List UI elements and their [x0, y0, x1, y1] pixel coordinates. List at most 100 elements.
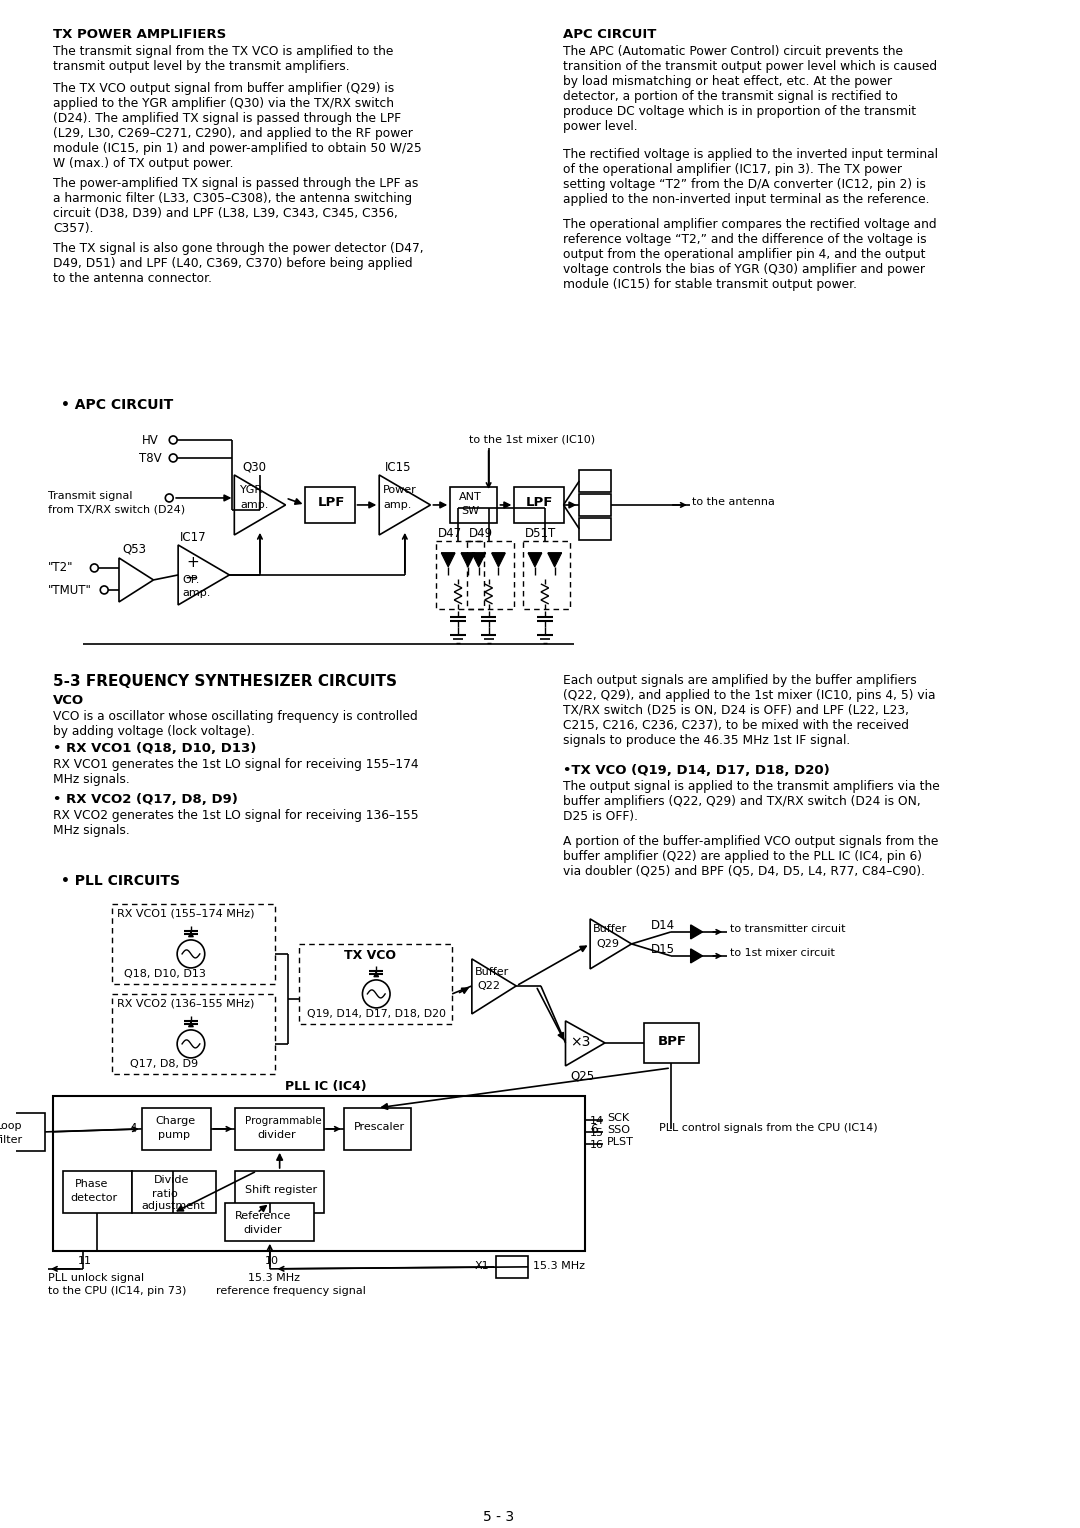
Bar — [141, 1108, 211, 1151]
Polygon shape — [442, 553, 455, 567]
Text: Power: Power — [383, 484, 417, 495]
Text: Phase: Phase — [75, 1180, 108, 1189]
Text: D49: D49 — [469, 527, 494, 539]
Text: Prescaler: Prescaler — [353, 1122, 405, 1132]
Bar — [497, 1256, 528, 1277]
Text: PLL IC (IC4): PLL IC (IC4) — [285, 1080, 366, 1093]
Polygon shape — [691, 924, 702, 938]
Text: 10: 10 — [265, 1256, 279, 1265]
Text: 4: 4 — [130, 1122, 137, 1135]
Text: to the 1st mixer (IC10): to the 1st mixer (IC10) — [469, 435, 595, 445]
Text: Q18, D10, D13: Q18, D10, D13 — [124, 969, 206, 979]
Bar — [450, 487, 498, 523]
Text: •TX VCO (Q19, D14, D17, D18, D20): •TX VCO (Q19, D14, D17, D18, D20) — [563, 764, 829, 776]
Text: D47: D47 — [438, 527, 462, 539]
Text: adjustment: adjustment — [141, 1201, 205, 1210]
Text: D51T: D51T — [525, 527, 556, 539]
Text: 16: 16 — [590, 1140, 604, 1151]
Text: Programmable: Programmable — [245, 1115, 322, 1126]
Text: Transmit signal: Transmit signal — [48, 490, 133, 501]
Bar — [235, 1170, 324, 1213]
Text: amp.: amp. — [383, 500, 411, 510]
Text: The APC (Automatic Power Control) circuit prevents the
transition of the transmi: The APC (Automatic Power Control) circui… — [563, 44, 936, 133]
Bar — [306, 487, 354, 523]
Bar — [514, 487, 564, 523]
Text: divider: divider — [243, 1225, 282, 1235]
Text: PLST: PLST — [607, 1137, 634, 1148]
Bar — [235, 1108, 324, 1151]
Bar — [579, 471, 611, 492]
Text: X1: X1 — [475, 1261, 489, 1271]
Polygon shape — [472, 553, 486, 567]
Text: to the CPU (IC14, pin 73): to the CPU (IC14, pin 73) — [48, 1287, 187, 1296]
Text: Buffer: Buffer — [475, 967, 509, 976]
Text: 11: 11 — [78, 1256, 92, 1265]
Bar — [63, 1170, 132, 1213]
Text: Each output signals are amplified by the buffer amplifiers
(Q22, Q29), and appli: Each output signals are amplified by the… — [563, 674, 935, 747]
Polygon shape — [491, 553, 505, 567]
Text: RX VCO1 (155–174 MHz): RX VCO1 (155–174 MHz) — [117, 909, 255, 918]
Text: 5 - 3: 5 - 3 — [483, 1510, 514, 1523]
Text: VCO is a oscillator whose oscillating frequency is controlled
by adding voltage : VCO is a oscillator whose oscillating fr… — [53, 711, 418, 738]
Bar — [0, 1112, 45, 1151]
Text: LPF: LPF — [526, 497, 553, 509]
Text: to transmitter circuit: to transmitter circuit — [730, 924, 846, 934]
Text: Shift register: Shift register — [245, 1184, 318, 1195]
Text: Q29: Q29 — [596, 938, 619, 949]
Bar — [112, 993, 274, 1074]
Text: Buffer: Buffer — [593, 924, 627, 934]
Text: +: + — [186, 555, 199, 570]
Text: 15: 15 — [590, 1128, 604, 1138]
Text: 5-3 FREQUENCY SYNTHESIZER CIRCUITS: 5-3 FREQUENCY SYNTHESIZER CIRCUITS — [53, 674, 397, 689]
Text: HV: HV — [141, 434, 159, 448]
Text: divider: divider — [257, 1129, 296, 1140]
Text: Q19, D14, D17, D18, D20: Q19, D14, D17, D18, D20 — [307, 1008, 446, 1019]
Text: VCO: VCO — [53, 694, 84, 707]
Text: LPF: LPF — [319, 497, 346, 509]
Bar — [436, 541, 484, 610]
Text: TX POWER AMPLIFIERS: TX POWER AMPLIFIERS — [53, 28, 226, 41]
Bar — [299, 944, 453, 1024]
Text: PLL unlock signal: PLL unlock signal — [48, 1273, 144, 1284]
Text: amp.: amp. — [183, 588, 211, 597]
Text: IC17: IC17 — [180, 530, 206, 544]
Text: from TX/RX switch (D24): from TX/RX switch (D24) — [48, 504, 185, 515]
Text: RX VCO2 (136–155 MHz): RX VCO2 (136–155 MHz) — [117, 999, 255, 1008]
Text: pump: pump — [159, 1129, 190, 1140]
Text: to the antenna: to the antenna — [691, 497, 774, 507]
Text: ×3: ×3 — [570, 1034, 591, 1048]
Bar — [112, 905, 274, 984]
Text: Q53: Q53 — [122, 542, 146, 556]
Text: The TX signal is also gone through the power detector (D47,
D49, D51) and LPF (L: The TX signal is also gone through the p… — [53, 241, 423, 286]
Text: Q30: Q30 — [242, 461, 266, 474]
Text: "TMUT": "TMUT" — [48, 584, 92, 597]
Text: BPF: BPF — [658, 1034, 687, 1048]
Text: Q25: Q25 — [570, 1070, 595, 1083]
Text: ANT: ANT — [459, 492, 482, 503]
Bar — [467, 541, 514, 610]
Text: RX VCO1 generates the 1st LO signal for receiving 155–174
MHz signals.: RX VCO1 generates the 1st LO signal for … — [53, 758, 419, 785]
Text: • RX VCO1 (Q18, D10, D13): • RX VCO1 (Q18, D10, D13) — [53, 743, 256, 755]
Bar — [523, 541, 570, 610]
Text: filter: filter — [0, 1135, 23, 1144]
Text: ratio: ratio — [151, 1189, 177, 1199]
Polygon shape — [528, 553, 542, 567]
Text: The output signal is applied to the transmit amplifiers via the
buffer amplifier: The output signal is applied to the tran… — [563, 779, 940, 824]
Bar — [579, 518, 611, 539]
Text: TX VCO: TX VCO — [343, 949, 395, 963]
Text: amp.: amp. — [240, 500, 269, 510]
Text: D15: D15 — [651, 943, 675, 957]
Text: Reference: Reference — [235, 1210, 292, 1221]
Text: SCK: SCK — [607, 1112, 629, 1123]
Text: PLL control signals from the CPU (IC14): PLL control signals from the CPU (IC14) — [659, 1123, 878, 1132]
Text: The TX VCO output signal from buffer amplifier (Q29) is
applied to the YGR ampli: The TX VCO output signal from buffer amp… — [53, 83, 421, 170]
Text: APC CIRCUIT: APC CIRCUIT — [563, 28, 656, 41]
Text: D14: D14 — [651, 918, 675, 932]
Text: Divide: Divide — [153, 1175, 189, 1184]
Text: OP.: OP. — [183, 575, 200, 585]
Text: 14: 14 — [590, 1115, 604, 1126]
Text: 6: 6 — [590, 1123, 597, 1135]
Text: YGR: YGR — [240, 484, 264, 495]
Text: IC15: IC15 — [386, 461, 411, 474]
Text: Loop: Loop — [0, 1122, 23, 1131]
